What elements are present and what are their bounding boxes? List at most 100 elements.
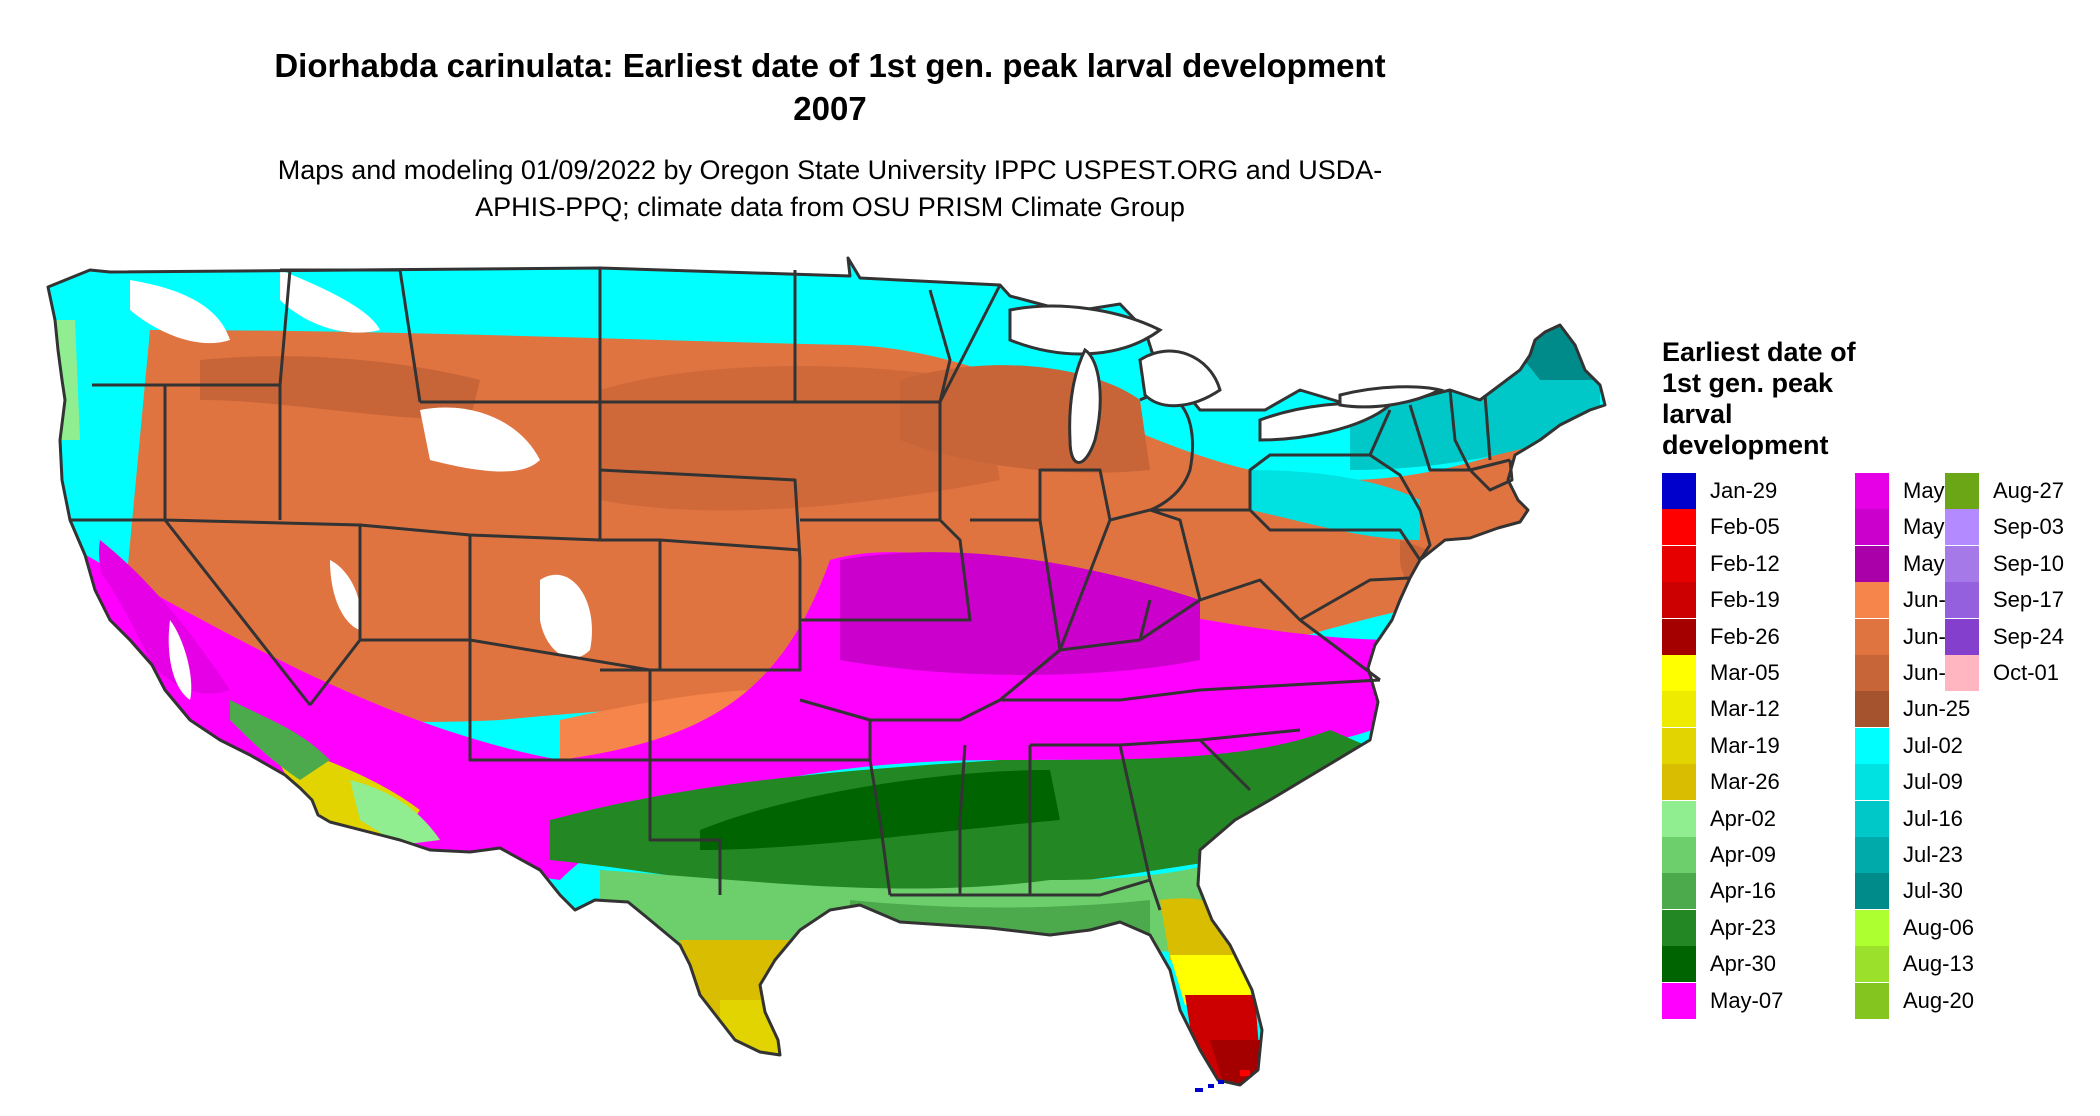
legend-swatch bbox=[1945, 509, 1979, 546]
legend-label: Mar-19 bbox=[1710, 732, 1780, 758]
legend-label: Jun-25 bbox=[1903, 696, 1971, 722]
legend-title: Earliest date of 1st gen. peak larval de… bbox=[1662, 337, 1856, 460]
legend-label: Feb-05 bbox=[1710, 514, 1780, 540]
legend-label: Jul-02 bbox=[1903, 732, 1963, 758]
legend-label: Aug-27 bbox=[1993, 478, 2064, 503]
us-phenology-map bbox=[46, 256, 1607, 1092]
legend-item: Oct-01 bbox=[1945, 655, 2100, 691]
legend-swatch bbox=[1855, 764, 1889, 801]
legend-item: Apr-30 bbox=[1662, 946, 1852, 983]
legend-label: Apr-23 bbox=[1710, 914, 1777, 940]
legend-item: Apr-16 bbox=[1662, 873, 1852, 910]
legend-label: Jan-29 bbox=[1710, 478, 1778, 503]
legend-swatch bbox=[1855, 655, 1889, 691]
legend-item: Apr-23 bbox=[1662, 909, 1852, 946]
legend-swatch bbox=[1855, 509, 1889, 546]
legend-item: Aug-20 bbox=[1855, 982, 2045, 1019]
legend-item: Aug-06 bbox=[1855, 909, 2045, 946]
legend-item: Jul-09 bbox=[1855, 764, 2045, 801]
legend-item: Jul-30 bbox=[1855, 873, 2045, 910]
legend-item: Jul-16 bbox=[1855, 800, 2045, 837]
legend-swatch bbox=[1662, 655, 1696, 691]
legend-label: Aug-13 bbox=[1903, 951, 1974, 977]
legend-item: Jul-23 bbox=[1855, 837, 2045, 873]
legend-label: May-07 bbox=[1710, 987, 1784, 1013]
legend-item: Feb-05 bbox=[1662, 509, 1852, 546]
legend-item: Sep-03 bbox=[1945, 509, 2100, 546]
legend-item: Aug-27 bbox=[1945, 473, 2100, 509]
legend-item: Apr-02 bbox=[1662, 800, 1852, 837]
legend-swatch bbox=[1855, 582, 1889, 619]
legend-label: Jul-30 bbox=[1903, 878, 1963, 904]
map-subtitle: Maps and modeling 01/09/2022 by Oregon S… bbox=[277, 155, 1383, 222]
legend-item: Mar-12 bbox=[1662, 691, 1852, 728]
legend-label: Sep-03 bbox=[1993, 514, 2064, 540]
legend-label: Feb-12 bbox=[1710, 550, 1780, 576]
legend-label: Apr-30 bbox=[1710, 951, 1777, 977]
legend-label: Apr-09 bbox=[1710, 842, 1777, 867]
legend-label: Jul-16 bbox=[1903, 805, 1963, 831]
legend-label: Mar-26 bbox=[1710, 769, 1780, 795]
legend-item: Feb-19 bbox=[1662, 582, 1852, 619]
map-title: Diorhabda carinulata: Earliest date of 1… bbox=[274, 47, 1386, 127]
legend-swatch bbox=[1855, 946, 1889, 983]
legend-swatch bbox=[1662, 582, 1696, 619]
legend-item: Sep-10 bbox=[1945, 545, 2100, 582]
legend-swatch bbox=[1662, 509, 1696, 546]
legend-label: Sep-10 bbox=[1993, 550, 2064, 576]
legend-label: Jul-09 bbox=[1903, 769, 1963, 795]
legend-item: Aug-13 bbox=[1855, 946, 2045, 983]
legend-item: Sep-17 bbox=[1945, 582, 2100, 619]
legend-swatch bbox=[1662, 545, 1696, 582]
legend-swatch bbox=[1945, 473, 1979, 509]
legend-item: Mar-26 bbox=[1662, 764, 1852, 801]
legend-swatch bbox=[1945, 545, 1979, 582]
legend-swatch bbox=[1662, 873, 1696, 910]
legend-label: Oct-01 bbox=[1993, 660, 2060, 685]
legend-label: Mar-12 bbox=[1710, 696, 1780, 722]
legend-swatch bbox=[1662, 473, 1696, 509]
legend-label: Sep-17 bbox=[1993, 587, 2064, 613]
legend-swatch bbox=[1945, 582, 1979, 619]
legend-label: Apr-02 bbox=[1710, 805, 1777, 831]
legend-item: May-07 bbox=[1662, 982, 1852, 1019]
legend-swatch bbox=[1855, 618, 1889, 655]
legend-item: Mar-05 bbox=[1662, 655, 1852, 691]
legend-label: Jul-23 bbox=[1903, 842, 1963, 867]
legend-swatch bbox=[1855, 837, 1889, 873]
legend-swatch bbox=[1855, 800, 1889, 837]
legend-swatch bbox=[1662, 946, 1696, 983]
legend-swatch bbox=[1662, 909, 1696, 946]
legend-swatch bbox=[1662, 982, 1696, 1019]
legend-item: Mar-19 bbox=[1662, 727, 1852, 764]
legend-swatch bbox=[1662, 764, 1696, 801]
legend-swatch bbox=[1945, 618, 1979, 655]
legend-item: Sep-24 bbox=[1945, 618, 2100, 655]
legend-label: Aug-06 bbox=[1903, 914, 1974, 940]
legend-swatch bbox=[1662, 727, 1696, 764]
legend-item: Jan-29 bbox=[1662, 473, 1852, 509]
legend-swatch bbox=[1855, 691, 1889, 728]
legend-item: Apr-09 bbox=[1662, 837, 1852, 873]
legend-swatch bbox=[1662, 691, 1696, 728]
legend-swatch bbox=[1855, 545, 1889, 582]
legend-item: Jun-25 bbox=[1855, 691, 2045, 728]
legend-label: Feb-19 bbox=[1710, 587, 1780, 613]
legend-swatch bbox=[1855, 727, 1889, 764]
legend-swatch bbox=[1855, 473, 1889, 509]
legend-label: Feb-26 bbox=[1710, 623, 1780, 649]
legend-label: Mar-05 bbox=[1710, 660, 1780, 685]
legend-swatch bbox=[1855, 909, 1889, 946]
legend-item: Jul-02 bbox=[1855, 727, 2045, 764]
legend-swatch bbox=[1662, 618, 1696, 655]
legend-label: Aug-20 bbox=[1903, 987, 1974, 1013]
legend-item: Feb-26 bbox=[1662, 618, 1852, 655]
legend-swatch bbox=[1662, 837, 1696, 873]
legend-swatch bbox=[1945, 655, 1979, 691]
legend-swatch bbox=[1662, 800, 1696, 837]
legend-label: Sep-24 bbox=[1993, 623, 2064, 649]
legend-swatch bbox=[1855, 982, 1889, 1019]
legend-swatch bbox=[1855, 873, 1889, 910]
legend-label: Apr-16 bbox=[1710, 878, 1777, 904]
legend-item: Feb-12 bbox=[1662, 545, 1852, 582]
